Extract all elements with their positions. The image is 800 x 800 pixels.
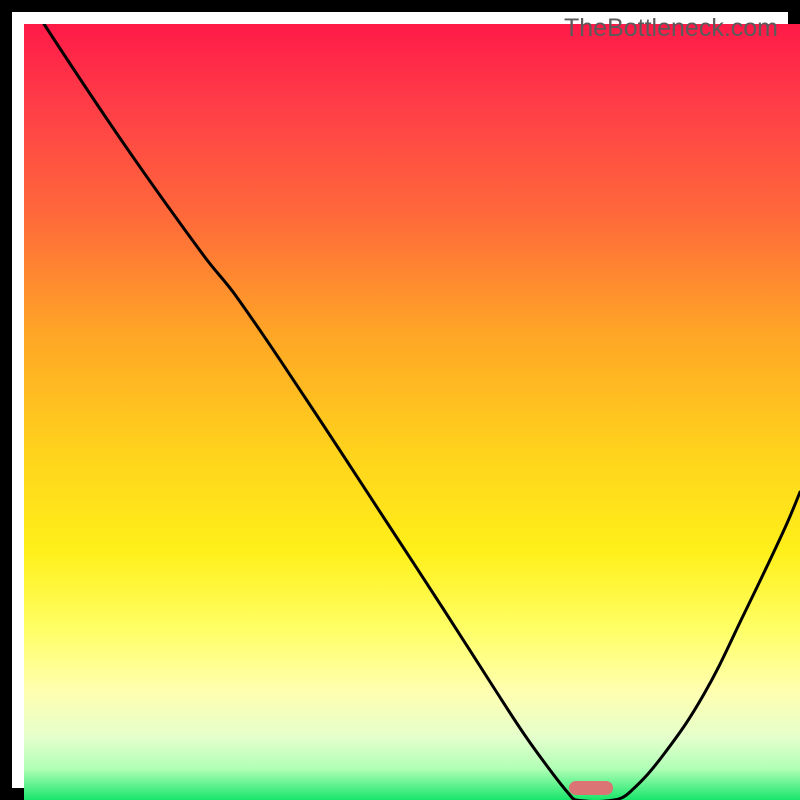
chart-frame: [0, 0, 800, 800]
bottleneck-curve: [24, 24, 800, 800]
gradient-background: [24, 24, 800, 800]
chart-plot-area: [24, 24, 800, 800]
optimal-marker: [569, 781, 613, 795]
watermark-text: TheBottleneck.com: [564, 14, 778, 43]
